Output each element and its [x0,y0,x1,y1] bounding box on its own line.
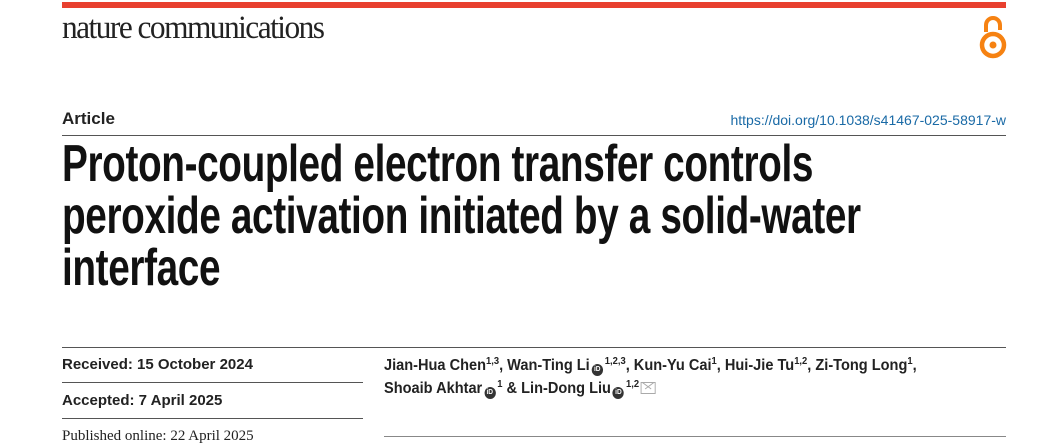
received-date: Received: 15 October 2024 [62,356,253,373]
author-separator: , [499,357,508,374]
article-title: Proton-coupled electron transfer control… [62,138,1001,294]
journal-name: nature communications [62,10,325,46]
email-icon[interactable] [640,382,656,394]
author-list: Jian-Hua Chen1,3, Wan-Ting Li iD1,2,3, Ku… [384,354,986,400]
author-separator: , [912,357,917,374]
author-name[interactable]: Hui-Jie Tu [724,357,795,374]
divider [62,418,363,419]
title-line: peroxide activation initiated by a solid… [62,187,861,245]
published-date: Published online: 22 April 2025 [62,428,254,444]
accepted-date: Accepted: 7 April 2025 [62,392,223,409]
author-affiliation: 1 [711,356,717,367]
author-affiliation: 1 [497,379,503,390]
open-access-icon [979,16,1007,59]
author-name[interactable]: Lin-Dong Liu [521,380,611,397]
title-line: interface [62,239,221,297]
author-affiliation: 1,2 [625,379,640,390]
title-line: Proton-coupled electron transfer control… [62,135,814,193]
orcid-icon[interactable]: iD [591,364,603,376]
divider [62,347,1006,348]
journal-accent-bar [62,2,1006,8]
article-type: Article [62,109,115,128]
author-name[interactable]: Jian-Hua Chen [384,357,487,374]
author-affiliation: 1,2,3 [604,356,626,367]
divider [62,382,363,383]
divider [384,436,1006,437]
author-name[interactable]: Zi-Tong Long [815,357,908,374]
author-affiliation: 1,2 [794,356,808,367]
orcid-icon[interactable]: iD [612,387,625,399]
author-separator: , [807,357,816,374]
author-separator: & [502,380,522,397]
divider [62,135,1006,136]
author-name[interactable]: Kun-Yu Cai [633,357,712,374]
author-affiliation: 1 [907,356,913,367]
author-name[interactable]: Shoaib Akhtar [384,380,483,397]
author-separator: , [625,357,634,374]
author-affiliation: 1,3 [486,356,500,367]
orcid-icon[interactable]: iD [484,387,496,399]
doi-link[interactable]: https://doi.org/10.1038/s41467-025-58917… [730,112,1006,128]
author-separator: , [716,357,725,374]
author-name[interactable]: Wan-Ting Li [507,357,590,374]
